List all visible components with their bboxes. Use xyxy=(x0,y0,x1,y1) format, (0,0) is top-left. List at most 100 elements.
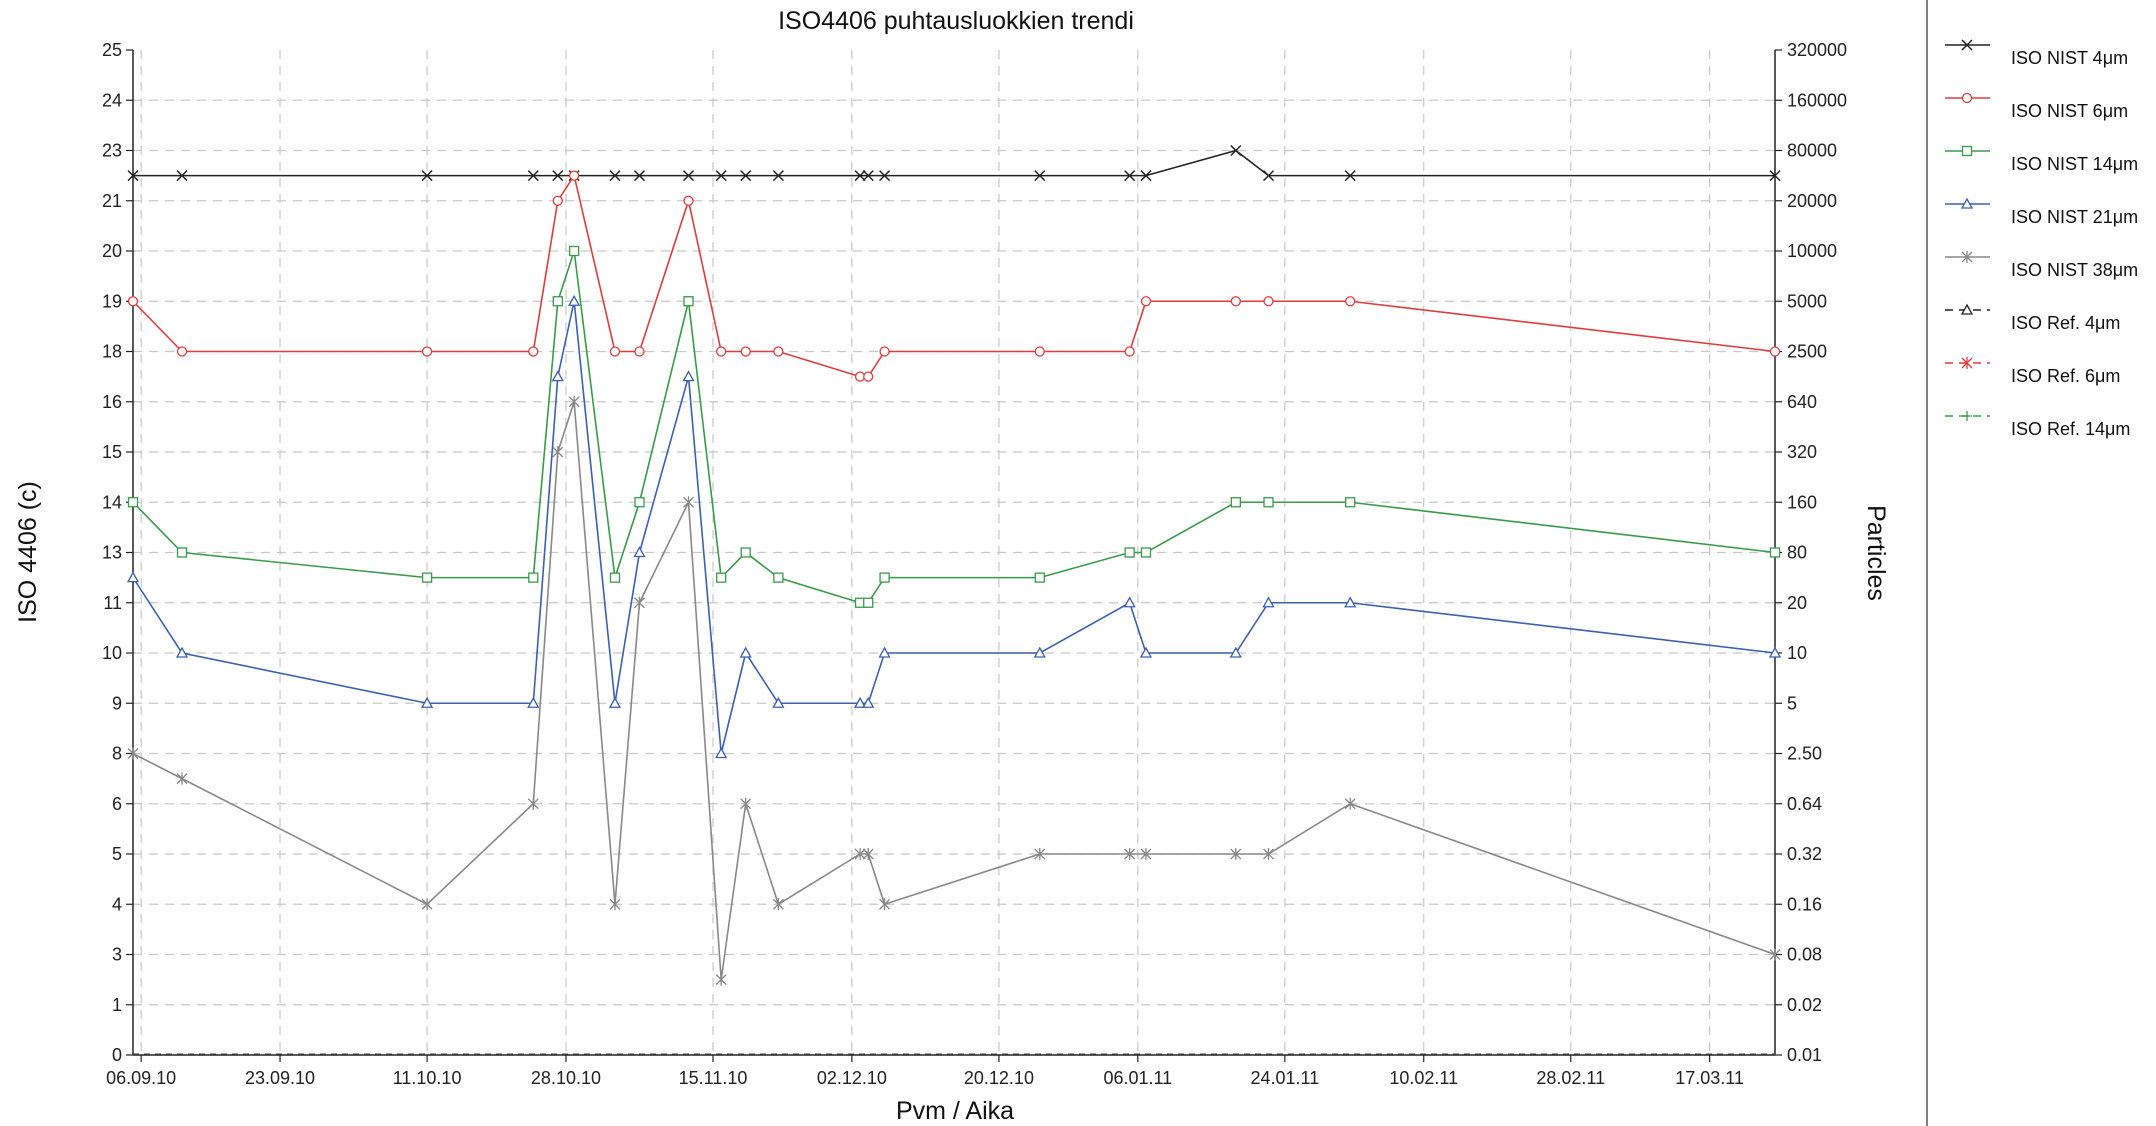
series-lines xyxy=(126,144,1782,986)
y-right-tick-label: 10000 xyxy=(1787,241,1837,261)
y-tick-label: 25 xyxy=(102,40,122,60)
data-point xyxy=(609,898,621,911)
legend-label: ISO NIST 4μm xyxy=(2011,48,2128,68)
data-point xyxy=(879,170,891,182)
y-tick-label: 8 xyxy=(112,744,122,764)
data-point xyxy=(772,696,785,708)
y-right-tick-label: 80 xyxy=(1787,543,1807,563)
y-tick-label: 0 xyxy=(112,1045,122,1065)
data-point xyxy=(127,497,139,508)
data-point xyxy=(739,646,752,658)
y-tick-label: 11 xyxy=(103,593,122,613)
series-line xyxy=(132,250,1776,604)
legend-marker xyxy=(1961,145,1973,157)
chart-title: ISO4406 puhtausluokkien trendi xyxy=(778,7,1134,35)
legend-marker xyxy=(1960,197,1974,209)
x-tick-label: 17.03.11 xyxy=(1675,1068,1744,1088)
data-point xyxy=(421,170,433,182)
legend-label: ISO NIST 21μm xyxy=(2011,207,2138,227)
y-tick-label: 4 xyxy=(112,894,122,914)
y-right-tick-label: 80000 xyxy=(1787,141,1837,161)
x-axis-label: Pvm / Aika xyxy=(896,1097,1014,1125)
y-right-tick-label: 0.08 xyxy=(1787,945,1822,965)
y-tick-label: 16 xyxy=(102,392,122,412)
y-tick-label: 5 xyxy=(112,844,122,864)
series-line xyxy=(133,149,1775,177)
y-tick-label: 18 xyxy=(102,342,122,362)
legend-item: ISO NIST 4μm xyxy=(1945,39,2128,68)
data-point xyxy=(176,346,188,357)
y-right-tick-label: 5000 xyxy=(1787,291,1827,311)
x-tick-label: 06.01.11 xyxy=(1103,1068,1172,1088)
data-point xyxy=(715,973,727,986)
legend: ISO NIST 4μm ISO NIST 6μm ISO NIST 14μm ISO… xyxy=(1945,39,2138,439)
data-point xyxy=(740,547,751,558)
data-point xyxy=(854,848,866,860)
y-right-tick-label: 320000 xyxy=(1787,40,1847,60)
legend-marker xyxy=(1960,303,1974,315)
data-point xyxy=(854,170,866,182)
data-point xyxy=(740,170,752,182)
data-point xyxy=(528,572,539,583)
y-right-tick-label: 160 xyxy=(1787,492,1817,512)
data-point xyxy=(853,696,867,708)
data-point xyxy=(1769,948,1781,961)
series-0 xyxy=(127,144,1781,182)
data-point xyxy=(863,597,874,608)
y-tick-label: 24 xyxy=(102,90,122,110)
data-point xyxy=(1344,797,1356,810)
y-right-tick-label: 2.50 xyxy=(1787,744,1822,764)
data-point xyxy=(527,170,539,182)
data-point xyxy=(1229,646,1242,658)
data-point xyxy=(633,546,646,558)
data-point xyxy=(1034,346,1045,357)
legend-label: ISO Ref. 14μm xyxy=(2011,419,2130,439)
data-point xyxy=(1124,346,1135,357)
data-point xyxy=(1345,296,1356,307)
y-right-tick-label: 160000 xyxy=(1787,90,1847,110)
y-right-tick-label: 320 xyxy=(1787,442,1817,462)
data-point xyxy=(1124,848,1136,860)
y-tick-label: 19 xyxy=(102,291,122,311)
data-point xyxy=(609,346,621,357)
data-point xyxy=(862,696,875,708)
y-tick-label: 3 xyxy=(112,945,122,965)
data-point xyxy=(568,245,580,257)
x-tick-label: 28.02.11 xyxy=(1536,1068,1605,1088)
data-point xyxy=(716,346,727,357)
legend-item: ISO Ref. 4μm xyxy=(1945,303,2120,333)
y-tick-label: 23 xyxy=(102,141,122,161)
legend-item: ISO NIST 14μm xyxy=(1945,145,2138,174)
data-point xyxy=(683,496,694,509)
data-point xyxy=(1230,497,1241,508)
x-tick-label: 06.09.10 xyxy=(106,1068,176,1088)
data-point xyxy=(772,170,784,182)
y-right-tick-label: 20 xyxy=(1787,593,1807,613)
data-point xyxy=(1140,547,1152,558)
data-point xyxy=(420,696,434,708)
legend-marker xyxy=(1962,411,1972,421)
data-point xyxy=(1344,170,1356,182)
series-3 xyxy=(126,294,1782,759)
data-point xyxy=(1769,547,1781,558)
data-point xyxy=(715,170,727,182)
y-tick-label: 14 xyxy=(102,492,122,512)
y-tick-label: 9 xyxy=(112,693,122,713)
data-point xyxy=(176,170,188,182)
x-tick-label: 20.12.10 xyxy=(964,1068,1034,1088)
x-tick-label: 23.09.10 xyxy=(245,1068,315,1088)
legend-item: ISO NIST 6μm xyxy=(1945,92,2128,121)
data-point xyxy=(552,195,563,206)
series-1 xyxy=(127,170,1781,382)
legend-marker xyxy=(1961,39,1973,51)
x-tick-label: 10.02.11 xyxy=(1389,1068,1458,1088)
data-point xyxy=(175,646,189,658)
legend-item: ISO Ref. 14μm xyxy=(1945,411,2130,439)
y-right-tick-label: 2500 xyxy=(1787,342,1827,362)
legend-item: ISO NIST 21μm xyxy=(1945,197,2138,227)
data-point xyxy=(1230,296,1241,307)
data-point xyxy=(527,797,539,810)
legend-item: ISO Ref. 6μm xyxy=(1945,357,2120,386)
data-point xyxy=(1262,170,1275,182)
data-point xyxy=(773,346,784,357)
